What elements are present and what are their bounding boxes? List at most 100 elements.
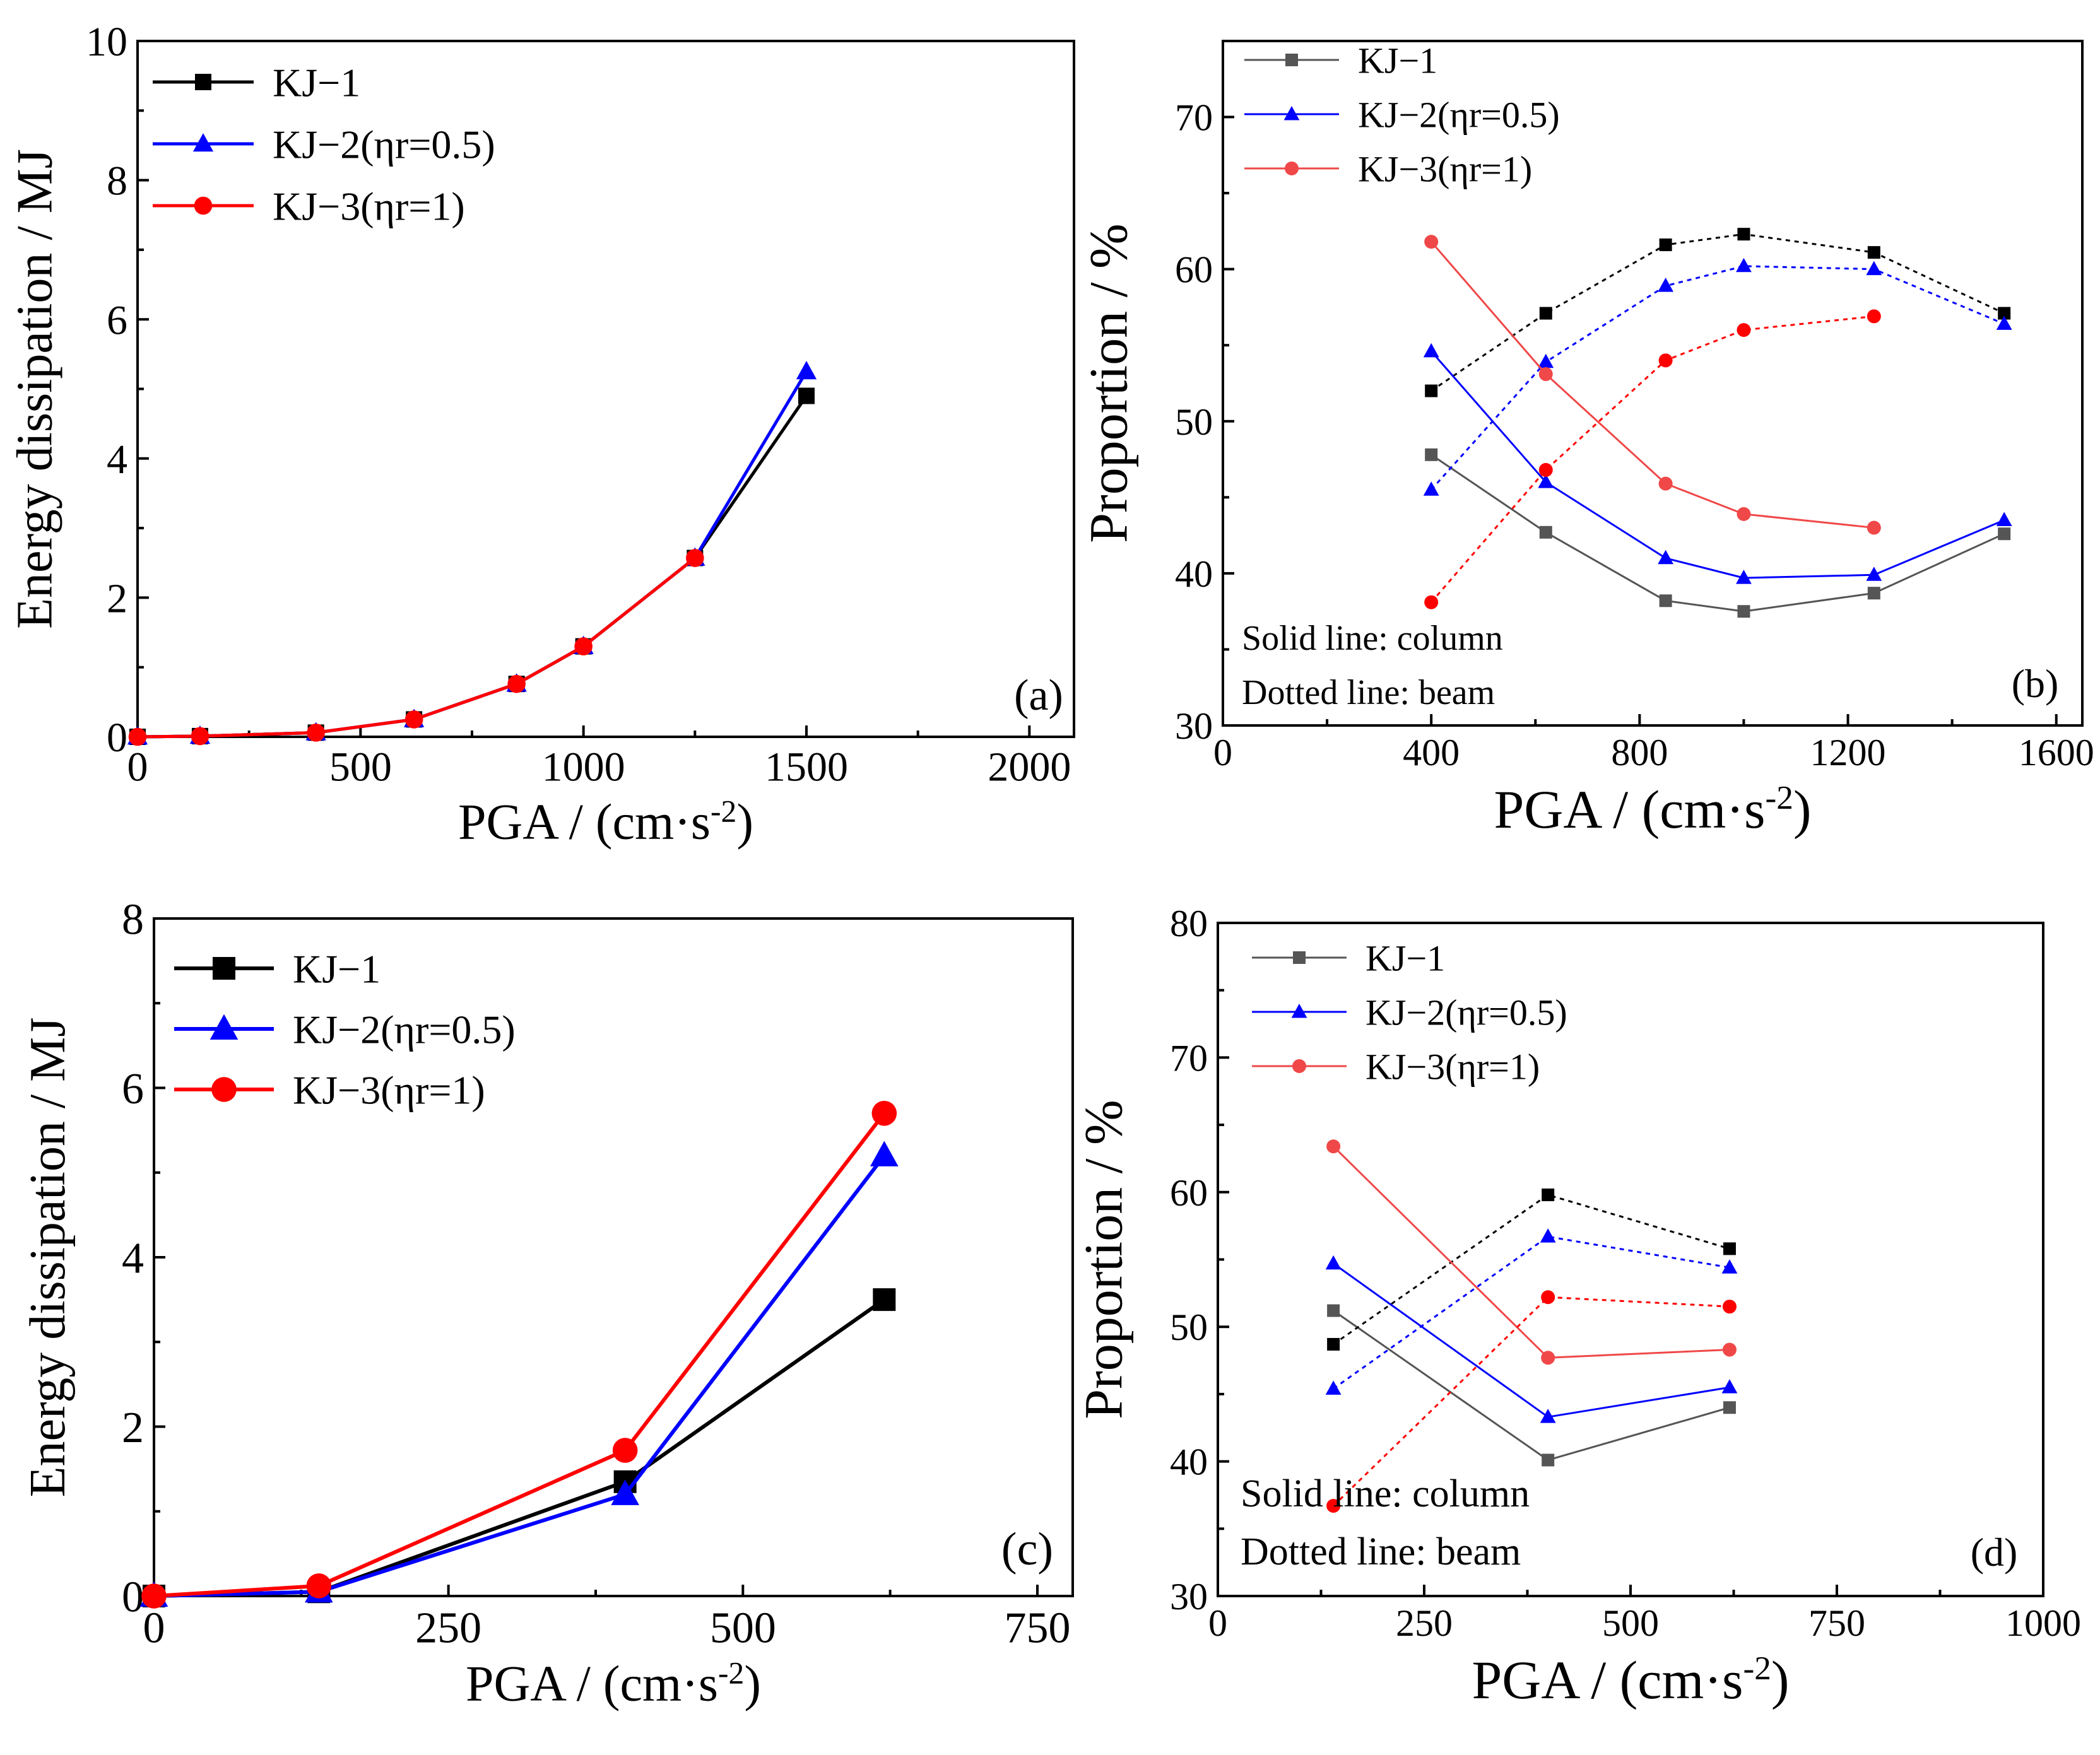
y-tick-label: 2 [107, 576, 127, 622]
series-kj-1-beam [1327, 1189, 1736, 1351]
panel-label: (a) [1014, 671, 1063, 720]
legend-marker [194, 196, 213, 215]
legend-marker [1285, 161, 1299, 175]
data-point [1425, 448, 1438, 461]
legend-label: KJ−2(ηr=0.5) [1358, 94, 1560, 135]
legend-marker [213, 957, 235, 980]
x-axis-label: PGA / (cm·s-2) [458, 794, 753, 850]
legend-label: KJ−3(ηr=1) [293, 1067, 485, 1112]
annotation-text: Solid line: column [1241, 1472, 1530, 1515]
series-kj-2-r-0-5- [127, 360, 817, 745]
data-point [1866, 261, 1882, 276]
data-point [191, 727, 209, 746]
data-point [1737, 323, 1751, 338]
y-axis-label: Proportion / % [1078, 223, 1139, 543]
data-point [1736, 570, 1752, 584]
series-line [1333, 1146, 1730, 1359]
data-point [1721, 1259, 1738, 1274]
legend-marker [1283, 105, 1300, 120]
data-point [574, 637, 593, 655]
series-kj-3-column [1326, 1139, 1737, 1365]
x-tick-label: 0 [127, 744, 148, 790]
series-line [137, 556, 696, 739]
series-line [1333, 1296, 1730, 1507]
legend-label: KJ−2(ηr=0.5) [1366, 992, 1567, 1033]
data-point [1542, 1453, 1555, 1467]
y-tick-label: 30 [1175, 705, 1213, 747]
data-point [871, 1100, 897, 1126]
x-tick-label: 800 [1611, 732, 1668, 773]
series-kj-3-column [1424, 235, 1881, 535]
y-tick-label: 6 [122, 1065, 144, 1113]
data-point [1424, 595, 1439, 609]
y-tick-label: 0 [122, 1573, 144, 1622]
x-tick-label: 500 [710, 1604, 776, 1653]
legend-marker [192, 133, 214, 152]
data-point [1538, 353, 1554, 368]
x-tick-label: 2000 [988, 744, 1071, 790]
data-point [796, 360, 817, 380]
y-tick-label: 60 [1175, 249, 1213, 291]
y-tick-label: 8 [107, 158, 127, 204]
x-tick-label: 0 [1208, 1602, 1227, 1644]
y-tick-label: 6 [107, 297, 127, 343]
x-tick-label: 500 [329, 744, 392, 790]
data-point [1998, 307, 2011, 320]
y-tick-label: 4 [107, 437, 127, 483]
data-point [1424, 235, 1439, 249]
series-kj-1 [143, 1288, 896, 1607]
y-tick-label: 50 [1175, 401, 1213, 443]
series-line [153, 1154, 886, 1598]
series-kj-3-r-1- [141, 1100, 897, 1609]
legend-label: KJ−1 [293, 946, 380, 991]
panel-label: (b) [2012, 661, 2059, 706]
data-point [1327, 1337, 1340, 1351]
data-point [1658, 476, 1673, 491]
x-tick-label: 1000 [542, 744, 625, 790]
data-point [1540, 1409, 1556, 1423]
data-point [1867, 246, 1880, 259]
series-kj-2-beam [1423, 257, 2012, 496]
series-line [1430, 265, 2005, 491]
legend-marker [209, 1014, 239, 1040]
legend-marker [1293, 951, 1306, 964]
series-kj-1 [129, 387, 815, 745]
data-point [686, 549, 704, 567]
series-kj-3-beam [1326, 1290, 1737, 1513]
x-tick-label: 1600 [2019, 732, 2094, 773]
y-tick-label: 80 [1170, 903, 1208, 944]
x-axis-label: PGA / (cm·s-2) [1472, 1649, 1789, 1710]
y-tick-label: 30 [1170, 1576, 1208, 1617]
data-point [1541, 1290, 1555, 1305]
data-point [1423, 343, 1439, 358]
series-kj-3-r-1- [128, 549, 704, 746]
series-line [137, 370, 808, 739]
data-point [1541, 1351, 1555, 1365]
x-tick-label: 500 [1602, 1602, 1659, 1644]
data-point [1736, 257, 1752, 273]
legend: KJ−1 KJ−2(ηr=0.5) KJ−3(ηr=1) [1252, 937, 1567, 1087]
data-point [1540, 1228, 1556, 1243]
series-line [1430, 315, 1874, 603]
data-point [404, 710, 423, 729]
series-line [153, 1298, 886, 1598]
data-point [1996, 315, 2012, 330]
series-kj-2-column [1325, 1255, 1738, 1423]
data-point [1867, 587, 1880, 600]
legend-label: KJ−2(ηr=0.5) [273, 122, 495, 167]
data-point [1325, 1380, 1342, 1395]
legend-label: KJ−1 [273, 60, 360, 105]
data-point [1723, 1242, 1736, 1255]
data-point [1998, 527, 2011, 541]
data-point [1425, 384, 1438, 397]
data-point [141, 1583, 167, 1609]
data-point [1423, 481, 1439, 496]
legend-marker [211, 1077, 237, 1102]
legend-label: KJ−3(ηr=1) [1366, 1046, 1540, 1087]
x-tick-label: 750 [1808, 1602, 1865, 1644]
legend-label: KJ−1 [1358, 40, 1437, 81]
y-tick-label: 0 [107, 715, 127, 761]
y-axis-label: Energy dissipation / MJ [20, 1018, 76, 1498]
data-point [1327, 1304, 1340, 1317]
data-point [507, 674, 526, 693]
